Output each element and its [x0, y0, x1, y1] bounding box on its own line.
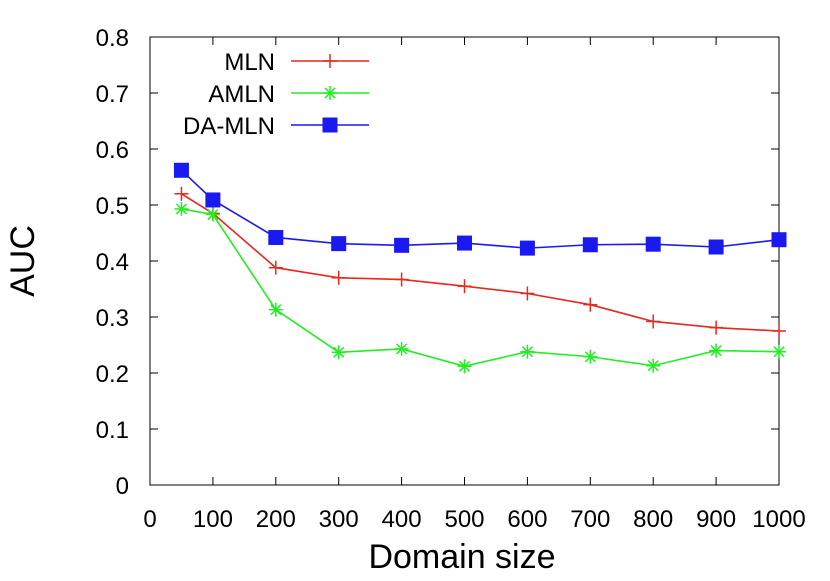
data-point-da-mln [173, 162, 189, 178]
data-point-da-mln [519, 240, 535, 256]
legend-label-amln: AMLN [208, 81, 275, 108]
data-point-da-mln [457, 235, 472, 251]
data-point-mln [520, 286, 535, 301]
legend-marker-mln [323, 54, 337, 68]
x-tick-label: 800 [633, 506, 673, 533]
x-axis-ticks: 0 100 200 300 400 500 600 700 800 900 1000 [143, 37, 806, 533]
legend-label-mln: MLN [224, 49, 275, 76]
x-tick-label: 200 [256, 506, 296, 533]
data-point-da-mln [771, 232, 787, 248]
x-axis-title: Domain size [368, 538, 555, 576]
x-tick-label: 600 [507, 506, 547, 533]
data-point-da-mln [582, 237, 598, 253]
data-point-mln [394, 272, 409, 287]
data-point-mln [174, 186, 189, 201]
x-tick-label: 1000 [752, 506, 805, 533]
y-axis-title: AUC [4, 225, 42, 297]
y-tick-label: 0.3 [96, 305, 129, 332]
legend-marker-da-mln [322, 117, 338, 133]
data-point-da-mln [394, 237, 410, 253]
data-point-amln [772, 344, 786, 359]
legend: MLN AMLN DA-MLN [183, 49, 369, 140]
data-point-mln [331, 270, 346, 285]
data-point-amln [331, 345, 346, 360]
x-tick-label: 400 [382, 506, 422, 533]
x-tick-label: 700 [570, 506, 610, 533]
data-point-amln [520, 344, 535, 359]
legend-label-da-mln: DA-MLN [183, 113, 275, 140]
data-point-da-mln [205, 192, 221, 208]
data-point-mln [646, 314, 661, 329]
x-tick-label: 900 [696, 506, 736, 533]
y-tick-label: 0.1 [96, 417, 129, 444]
y-tick-label: 0.2 [96, 361, 129, 388]
data-point-amln [205, 207, 220, 222]
y-tick-label: 0.7 [96, 81, 129, 108]
data-point-mln [457, 279, 472, 294]
data-point-mln [268, 260, 283, 275]
data-point-da-mln [708, 239, 724, 255]
data-point-mln [772, 324, 786, 338]
x-tick-label: 300 [319, 506, 359, 533]
data-point-da-mln [331, 236, 347, 252]
data-point-amln [457, 359, 472, 374]
y-tick-label: 0.6 [96, 137, 129, 164]
data-point-amln [583, 349, 598, 364]
data-point-amln [646, 358, 661, 373]
y-tick-label: 0.8 [96, 25, 129, 52]
x-tick-label: 100 [193, 506, 233, 533]
y-tick-label: 0.4 [96, 249, 129, 276]
x-tick-label: 500 [444, 506, 484, 533]
legend-marker-amln [323, 86, 337, 100]
data-point-mln [583, 297, 598, 312]
data-point-amln [268, 302, 283, 317]
data-point-da-mln [268, 229, 284, 245]
series-layer [173, 162, 787, 374]
data-point-amln [394, 341, 409, 356]
y-tick-label: 0 [116, 473, 129, 500]
data-point-mln [709, 320, 724, 335]
data-point-da-mln [645, 236, 661, 252]
data-point-amln [709, 343, 724, 358]
data-point-amln [174, 201, 189, 216]
y-axis-ticks: 0 0.1 0.2 0.3 0.4 0.5 0.6 0.7 0.8 [96, 25, 779, 500]
y-tick-label: 0.5 [96, 193, 129, 220]
x-tick-label: 0 [143, 506, 156, 533]
